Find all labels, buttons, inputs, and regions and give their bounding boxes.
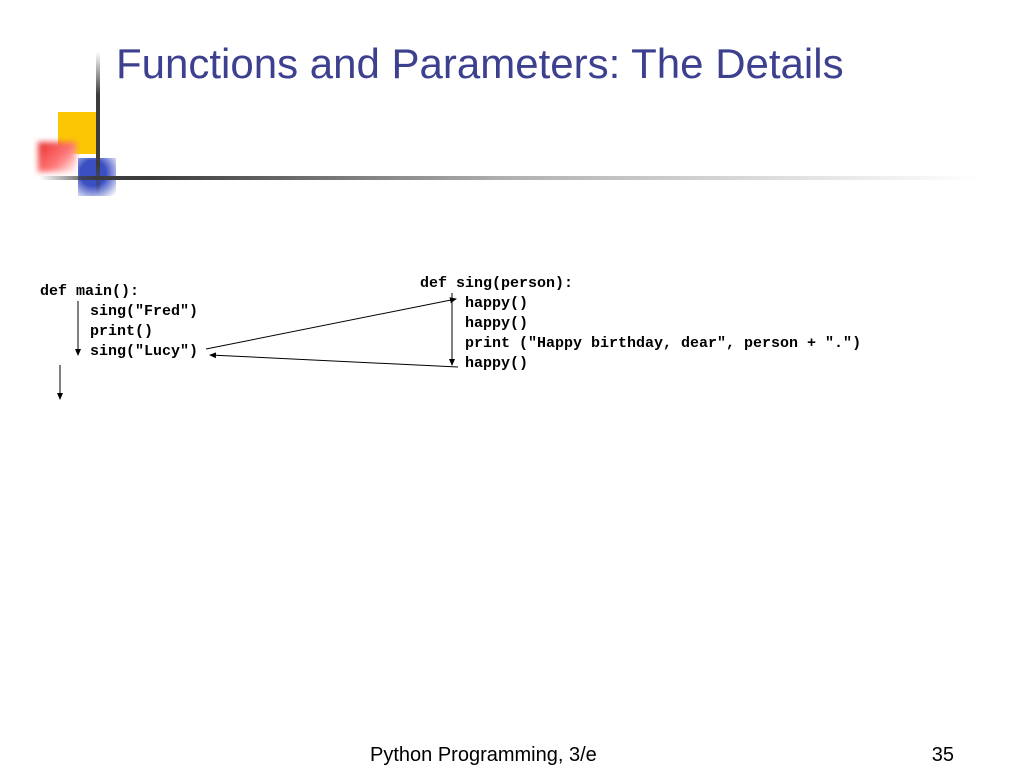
flow-arrows-svg: [20, 275, 1000, 455]
code-diagram: def main(): sing("Fred") print() sing("L…: [20, 275, 1000, 455]
decor-vertical-bar: [96, 52, 100, 194]
decor-horizontal-bar: [40, 176, 980, 180]
decor-red-blur: [38, 142, 76, 172]
slide-corner-decoration: [0, 0, 120, 220]
footer-page-number: 35: [932, 744, 954, 767]
footer-text: Python Programming, 3/e: [370, 744, 597, 767]
slide-title: Functions and Parameters: The Details: [116, 36, 844, 91]
